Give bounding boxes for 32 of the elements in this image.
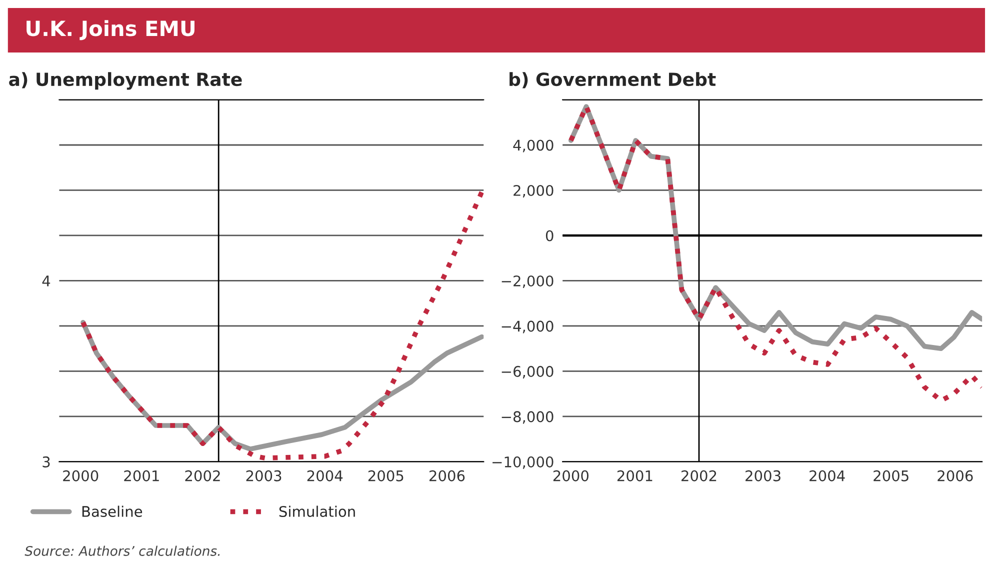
x-tick-label: 2006 <box>430 470 465 482</box>
x-tick-label: 2002 <box>185 470 220 482</box>
chart-title: b) Government Debt <box>510 72 716 88</box>
y-tick-label: −4,000 <box>502 320 554 334</box>
y-tick-label: −6,000 <box>502 366 554 378</box>
x-tick-label: 2004 <box>810 470 845 482</box>
line-series <box>80 190 484 461</box>
x-tick-label: 2003 <box>746 470 780 482</box>
legend-label: Baseline <box>82 506 142 517</box>
x-tick-label: 2001 <box>617 470 652 482</box>
x-tick-label: 2003 <box>246 470 282 482</box>
y-tick-label: −8,000 <box>502 411 554 424</box>
x-tick-label: 2005 <box>368 470 404 482</box>
x-tick-label: 2005 <box>874 470 908 482</box>
y-tick-label: 4 <box>42 276 50 286</box>
x-tick-label: 2006 <box>938 470 973 482</box>
source-note: Source: Authors’ calculations. <box>24 546 220 556</box>
y-tick-label: 4,000 <box>513 140 554 152</box>
y-tick-label: −10,000 <box>492 456 554 469</box>
x-tick-label: 2000 <box>63 470 98 482</box>
line-series <box>568 104 982 404</box>
y-tick-label: 3 <box>42 456 50 468</box>
legend-label: Simulation <box>279 506 355 517</box>
x-tick-label: 2001 <box>124 470 159 482</box>
x-tick-label: 2000 <box>553 470 589 482</box>
y-tick-label: −2,000 <box>502 275 554 288</box>
y-tick-label: 2,000 <box>514 184 554 198</box>
y-tick-label: 0 <box>546 230 554 242</box>
chart-title: a) Unemployment Rate <box>9 72 242 90</box>
x-tick-label: 2002 <box>682 470 716 482</box>
text: U.K. Joins EMU <box>26 20 194 40</box>
x-tick-label: 2004 <box>307 470 343 482</box>
